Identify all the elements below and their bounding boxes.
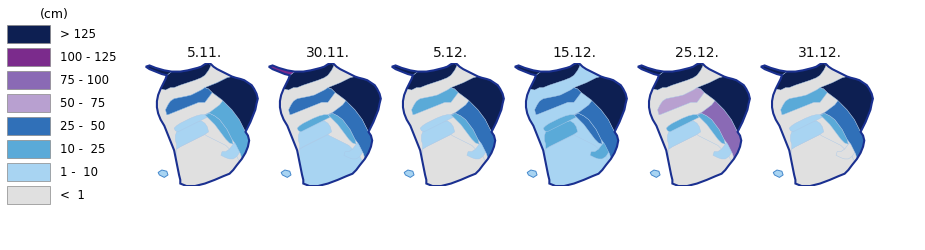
Bar (7, 164, 50, 182)
Bar (7, 94, 50, 112)
Polygon shape (146, 64, 258, 186)
Polygon shape (669, 135, 732, 186)
Polygon shape (299, 121, 331, 150)
Polygon shape (697, 77, 750, 132)
Text: 5.11.: 5.11. (187, 46, 223, 60)
Polygon shape (666, 115, 699, 132)
Polygon shape (269, 64, 381, 186)
Bar (7, 26, 50, 44)
Bar (7, 48, 50, 66)
Polygon shape (574, 100, 618, 159)
Polygon shape (281, 170, 291, 178)
Polygon shape (297, 115, 330, 132)
Polygon shape (574, 77, 627, 132)
Polygon shape (404, 170, 414, 178)
Polygon shape (668, 121, 700, 150)
Polygon shape (515, 64, 627, 186)
Polygon shape (161, 64, 211, 91)
Polygon shape (166, 88, 212, 115)
Polygon shape (205, 77, 258, 132)
Polygon shape (792, 135, 855, 186)
Polygon shape (653, 64, 703, 91)
Polygon shape (284, 64, 334, 91)
Polygon shape (392, 66, 418, 76)
Polygon shape (328, 100, 372, 159)
Polygon shape (269, 66, 295, 76)
Polygon shape (300, 135, 363, 186)
Polygon shape (546, 135, 609, 186)
Polygon shape (713, 132, 740, 159)
Bar (7, 186, 50, 204)
Polygon shape (176, 121, 208, 150)
Polygon shape (451, 114, 479, 144)
Polygon shape (344, 132, 371, 159)
Text: 75 - 100: 75 - 100 (60, 74, 109, 87)
Polygon shape (574, 114, 602, 144)
Polygon shape (535, 88, 581, 115)
Polygon shape (205, 114, 233, 144)
Polygon shape (697, 114, 725, 144)
Polygon shape (820, 77, 873, 132)
Polygon shape (650, 170, 660, 178)
Text: <  1: < 1 (60, 189, 85, 202)
Text: > 125: > 125 (60, 28, 96, 41)
Text: 100 - 125: 100 - 125 (60, 51, 117, 64)
Polygon shape (697, 100, 741, 159)
Polygon shape (515, 66, 541, 76)
Text: 15.12.: 15.12. (552, 46, 596, 60)
Bar (7, 72, 50, 90)
Bar (7, 118, 50, 136)
Polygon shape (820, 114, 848, 144)
Polygon shape (638, 64, 750, 186)
Polygon shape (638, 66, 664, 76)
Polygon shape (420, 115, 453, 132)
Polygon shape (221, 132, 248, 159)
Polygon shape (791, 121, 823, 150)
Polygon shape (761, 64, 873, 186)
Polygon shape (174, 115, 207, 132)
Polygon shape (530, 64, 580, 91)
Polygon shape (407, 64, 457, 91)
Polygon shape (412, 88, 458, 115)
Polygon shape (423, 135, 486, 186)
Polygon shape (422, 121, 454, 150)
Polygon shape (467, 132, 494, 159)
Polygon shape (328, 77, 381, 132)
Polygon shape (146, 66, 172, 76)
Text: (cm): (cm) (40, 8, 69, 20)
Polygon shape (590, 132, 617, 159)
Polygon shape (166, 88, 212, 115)
Polygon shape (836, 132, 863, 159)
Text: 25.12.: 25.12. (675, 46, 719, 60)
Polygon shape (328, 114, 356, 144)
Text: 5.12.: 5.12. (434, 46, 468, 60)
Text: 31.12.: 31.12. (798, 46, 842, 60)
Polygon shape (177, 135, 240, 186)
Polygon shape (781, 88, 827, 115)
Polygon shape (289, 88, 335, 115)
Polygon shape (527, 170, 537, 178)
Polygon shape (543, 115, 576, 132)
Polygon shape (761, 66, 787, 76)
Polygon shape (820, 100, 864, 159)
Polygon shape (658, 88, 704, 115)
Polygon shape (392, 64, 504, 186)
Polygon shape (545, 121, 577, 150)
Text: 30.11.: 30.11. (306, 46, 350, 60)
Polygon shape (451, 77, 504, 132)
Polygon shape (158, 170, 168, 178)
Bar (7, 140, 50, 158)
Polygon shape (451, 100, 495, 159)
Text: 25 -  50: 25 - 50 (60, 120, 105, 133)
Polygon shape (776, 64, 826, 91)
Text: 10 -  25: 10 - 25 (60, 143, 105, 156)
Text: 1 -  10: 1 - 10 (60, 166, 98, 179)
Polygon shape (205, 77, 258, 132)
Polygon shape (789, 115, 822, 132)
Polygon shape (773, 170, 783, 178)
Text: 50 -  75: 50 - 75 (60, 97, 105, 110)
Polygon shape (205, 100, 249, 159)
